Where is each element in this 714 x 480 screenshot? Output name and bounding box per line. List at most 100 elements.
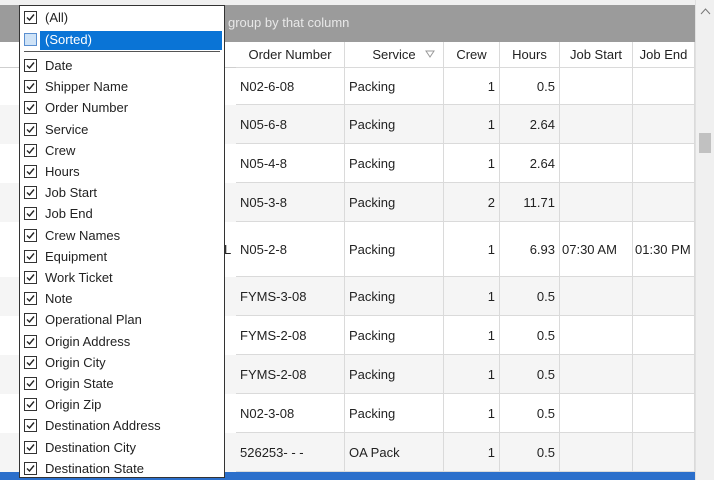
- grid-cell[interactable]: 1: [444, 105, 500, 144]
- column-header[interactable]: Crew: [444, 42, 500, 68]
- grid-cell[interactable]: 1: [444, 394, 500, 433]
- checkbox[interactable]: [24, 186, 37, 200]
- checkbox[interactable]: [24, 101, 37, 115]
- chooser-item[interactable]: Crew Names: [45, 227, 121, 243]
- grid-cell[interactable]: N05-2-8: [236, 222, 345, 277]
- chooser-item[interactable]: Origin Zip: [45, 397, 102, 413]
- chooser-item[interactable]: Destination City: [45, 439, 137, 455]
- grid-cell[interactable]: [633, 183, 695, 222]
- column-header[interactable]: Hours: [500, 42, 560, 68]
- grid-cell[interactable]: N02-6-08: [236, 68, 345, 105]
- grid-cell[interactable]: 2: [444, 183, 500, 222]
- grid-cell[interactable]: [560, 144, 633, 183]
- chooser-item[interactable]: Origin Address: [45, 333, 131, 349]
- grid-cell[interactable]: Packing: [345, 183, 444, 222]
- grid-cell[interactable]: Packing: [345, 394, 444, 433]
- grid-cell[interactable]: FYMS-3-08: [236, 277, 345, 316]
- checkbox[interactable]: [24, 11, 37, 24]
- chooser-item[interactable]: (All): [45, 10, 69, 25]
- grid-cell[interactable]: 2.64: [500, 144, 560, 183]
- grid-cell[interactable]: N02-3-08: [236, 394, 345, 433]
- grid-cell[interactable]: [633, 433, 695, 472]
- grid-cell[interactable]: 526253- - -: [236, 433, 345, 472]
- grid-cell[interactable]: [560, 433, 633, 472]
- checkbox[interactable]: [24, 59, 37, 72]
- checkbox[interactable]: [24, 440, 37, 454]
- checkbox[interactable]: [24, 334, 37, 348]
- grid-cell[interactable]: [560, 277, 633, 316]
- scroll-up[interactable]: [696, 2, 714, 22]
- chooser-item[interactable]: Origin State: [45, 376, 114, 391]
- checkbox[interactable]: [24, 398, 37, 412]
- grid-cell[interactable]: FYMS-2-08: [236, 316, 345, 355]
- checkbox[interactable]: [24, 419, 37, 433]
- checkbox[interactable]: [24, 228, 37, 242]
- grid-cell[interactable]: FYMS-2-08: [236, 355, 345, 394]
- grid-cell[interactable]: 1: [444, 144, 500, 183]
- grid-cell[interactable]: 0.5: [500, 277, 560, 316]
- chooser-item[interactable]: Equipment: [45, 248, 108, 264]
- grid-cell[interactable]: 1: [444, 222, 500, 277]
- chooser-item[interactable]: Destination State: [45, 460, 145, 476]
- chooser-item[interactable]: Order Number: [45, 100, 129, 116]
- chooser-item[interactable]: Work Ticket: [45, 270, 113, 285]
- chooser-item[interactable]: Crew: [45, 142, 76, 158]
- chooser-item[interactable]: Date: [45, 58, 73, 73]
- chooser-item[interactable]: Hours: [45, 164, 80, 179]
- grid-cell[interactable]: [633, 277, 695, 316]
- column-header[interactable]: Job Start: [560, 42, 633, 68]
- grid-cell[interactable]: 11.71: [500, 183, 560, 222]
- grid-cell[interactable]: 0.5: [500, 316, 560, 355]
- grid-cell[interactable]: Packing: [345, 355, 444, 394]
- column-header[interactable]: Job End: [633, 42, 695, 68]
- checkbox[interactable]: [24, 122, 37, 136]
- grid-cell[interactable]: Packing: [345, 316, 444, 355]
- grid-cell[interactable]: 1: [444, 68, 500, 105]
- chooser-item[interactable]: (Sorted): [45, 32, 92, 47]
- checkbox[interactable]: [24, 80, 37, 94]
- grid-cell[interactable]: 6.93: [500, 222, 560, 277]
- grid-cell[interactable]: [633, 394, 695, 433]
- grid-cell[interactable]: N05-6-8: [236, 105, 345, 144]
- grid-cell[interactable]: [560, 355, 633, 394]
- grid-cell[interactable]: [560, 68, 633, 105]
- grid-cell[interactable]: 0.5: [500, 394, 560, 433]
- grid-cell[interactable]: OA Pack: [345, 433, 444, 472]
- grid-cell[interactable]: 1: [444, 355, 500, 394]
- checkbox[interactable]: [24, 143, 37, 157]
- grid-cell[interactable]: N05-4-8: [236, 144, 345, 183]
- grid-cell[interactable]: Packing: [345, 144, 444, 183]
- checkbox[interactable]: [24, 33, 37, 46]
- column-header[interactable]: Service: [345, 42, 444, 68]
- grid-cell[interactable]: [633, 105, 695, 144]
- grid-cell[interactable]: 1: [444, 433, 500, 472]
- grid-cell[interactable]: 0.5: [500, 68, 560, 105]
- column-header[interactable]: Order Number: [236, 42, 345, 68]
- filter-icon[interactable]: [425, 50, 435, 58]
- scroll-thumb[interactable]: [699, 133, 711, 153]
- grid-cell[interactable]: [633, 355, 695, 394]
- grid-cell[interactable]: N05-3-8: [236, 183, 345, 222]
- grid-cell[interactable]: 07:30 AM: [560, 222, 633, 277]
- checkbox[interactable]: [24, 249, 37, 263]
- checkbox[interactable]: [24, 292, 37, 306]
- grid-cell[interactable]: Packing: [345, 277, 444, 316]
- grid-cell[interactable]: Packing: [345, 222, 444, 277]
- grid-cell[interactable]: [560, 316, 633, 355]
- chooser-item[interactable]: Origin City: [45, 354, 106, 370]
- grid-cell[interactable]: 1: [444, 316, 500, 355]
- checkbox[interactable]: [24, 355, 37, 369]
- grid-cell[interactable]: 1: [444, 277, 500, 316]
- grid-cell[interactable]: [633, 316, 695, 355]
- chooser-item[interactable]: Shipper Name: [45, 79, 129, 95]
- selected-row[interactable]: [0, 472, 695, 480]
- chooser-item[interactable]: Destination Address: [45, 418, 161, 434]
- chooser-item[interactable]: Note: [45, 291, 73, 307]
- checkbox[interactable]: [24, 271, 37, 284]
- grid-cell[interactable]: 0.5: [500, 433, 560, 472]
- grid-cell[interactable]: [633, 144, 695, 183]
- checkbox[interactable]: [24, 313, 37, 327]
- checkbox[interactable]: [24, 461, 37, 475]
- grid-cell[interactable]: [633, 68, 695, 105]
- grid-cell[interactable]: Packing: [345, 105, 444, 144]
